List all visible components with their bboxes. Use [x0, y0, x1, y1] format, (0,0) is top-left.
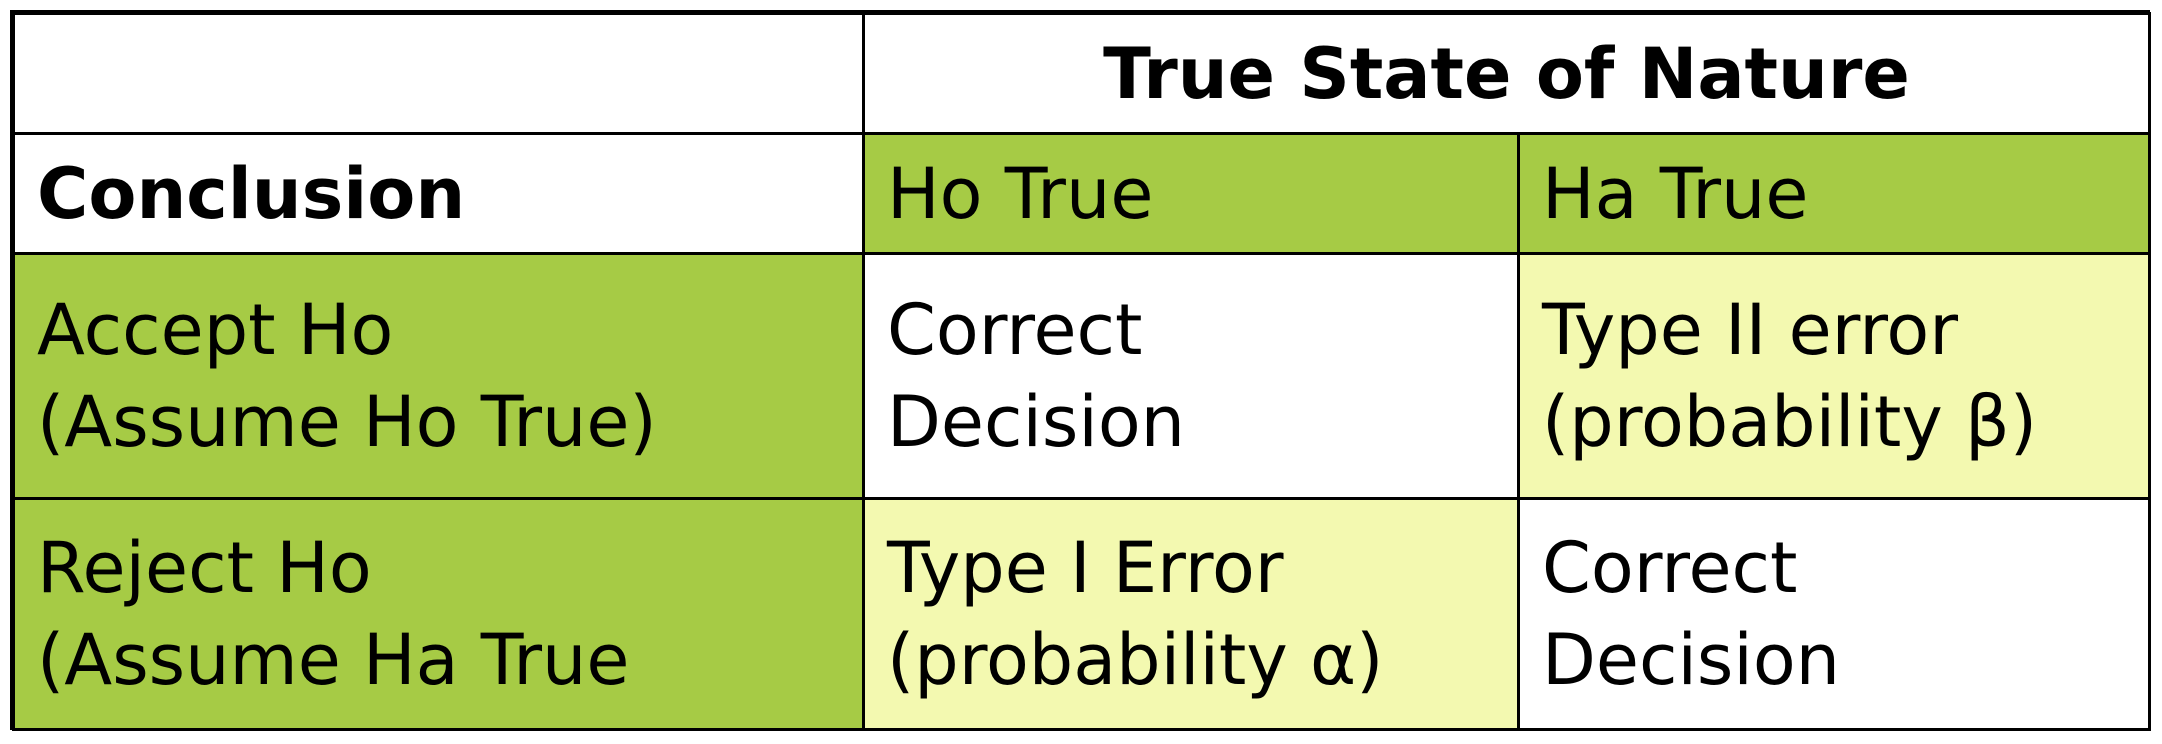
cell-text-line2: (probability β) — [1542, 381, 2038, 463]
cell-text-line1: Type I Error — [887, 526, 1284, 609]
corner-cell — [12, 12, 865, 135]
cell-text-line2: Decision — [887, 381, 1186, 463]
cell-text-line2: (probability α) — [887, 619, 1384, 701]
cell-type-i-error: Type I Error (probability α) — [862, 497, 1520, 731]
cell-text-line1: Type II error — [1542, 288, 1959, 371]
true-state-header: True State of Nature — [862, 12, 2151, 135]
cell-correct-decision-accept: Correct Decision — [862, 252, 1520, 500]
table-row-accept: Accept Ho (Assume Ho True) Correct Decis… — [12, 252, 2151, 500]
conclusion-header: Conclusion — [12, 132, 865, 255]
cell-text-line2: Decision — [1542, 619, 1841, 701]
cell-text-line1: Correct — [887, 288, 1143, 371]
row-label-accept-ho: Accept Ho (Assume Ho True) — [12, 252, 865, 500]
cell-text-line1: Correct — [1542, 526, 1798, 609]
row-label-reject-line1: Reject Ho — [37, 526, 372, 609]
table-row-headers: Conclusion Ho True Ha True — [12, 132, 2151, 255]
row-label-reject-line2: (Assume Ha True — [37, 619, 630, 701]
row-label-accept-line2: (Assume Ho True) — [37, 381, 657, 463]
cell-correct-decision-reject: Correct Decision — [1517, 497, 2151, 731]
cell-type-ii-error: Type II error (probability β) — [1517, 252, 2151, 500]
table-row-title: True State of Nature — [12, 12, 2151, 135]
col-header-ho-true: Ho True — [862, 132, 1520, 255]
col-header-ha-true: Ha True — [1517, 132, 2151, 255]
row-label-reject-ho: Reject Ho (Assume Ha True — [12, 497, 865, 731]
table-row-reject: Reject Ho (Assume Ha True Type I Error (… — [12, 497, 2151, 731]
hypothesis-decision-table: True State of Nature Conclusion Ho True … — [12, 12, 2151, 731]
row-label-accept-line1: Accept Ho — [37, 288, 394, 371]
